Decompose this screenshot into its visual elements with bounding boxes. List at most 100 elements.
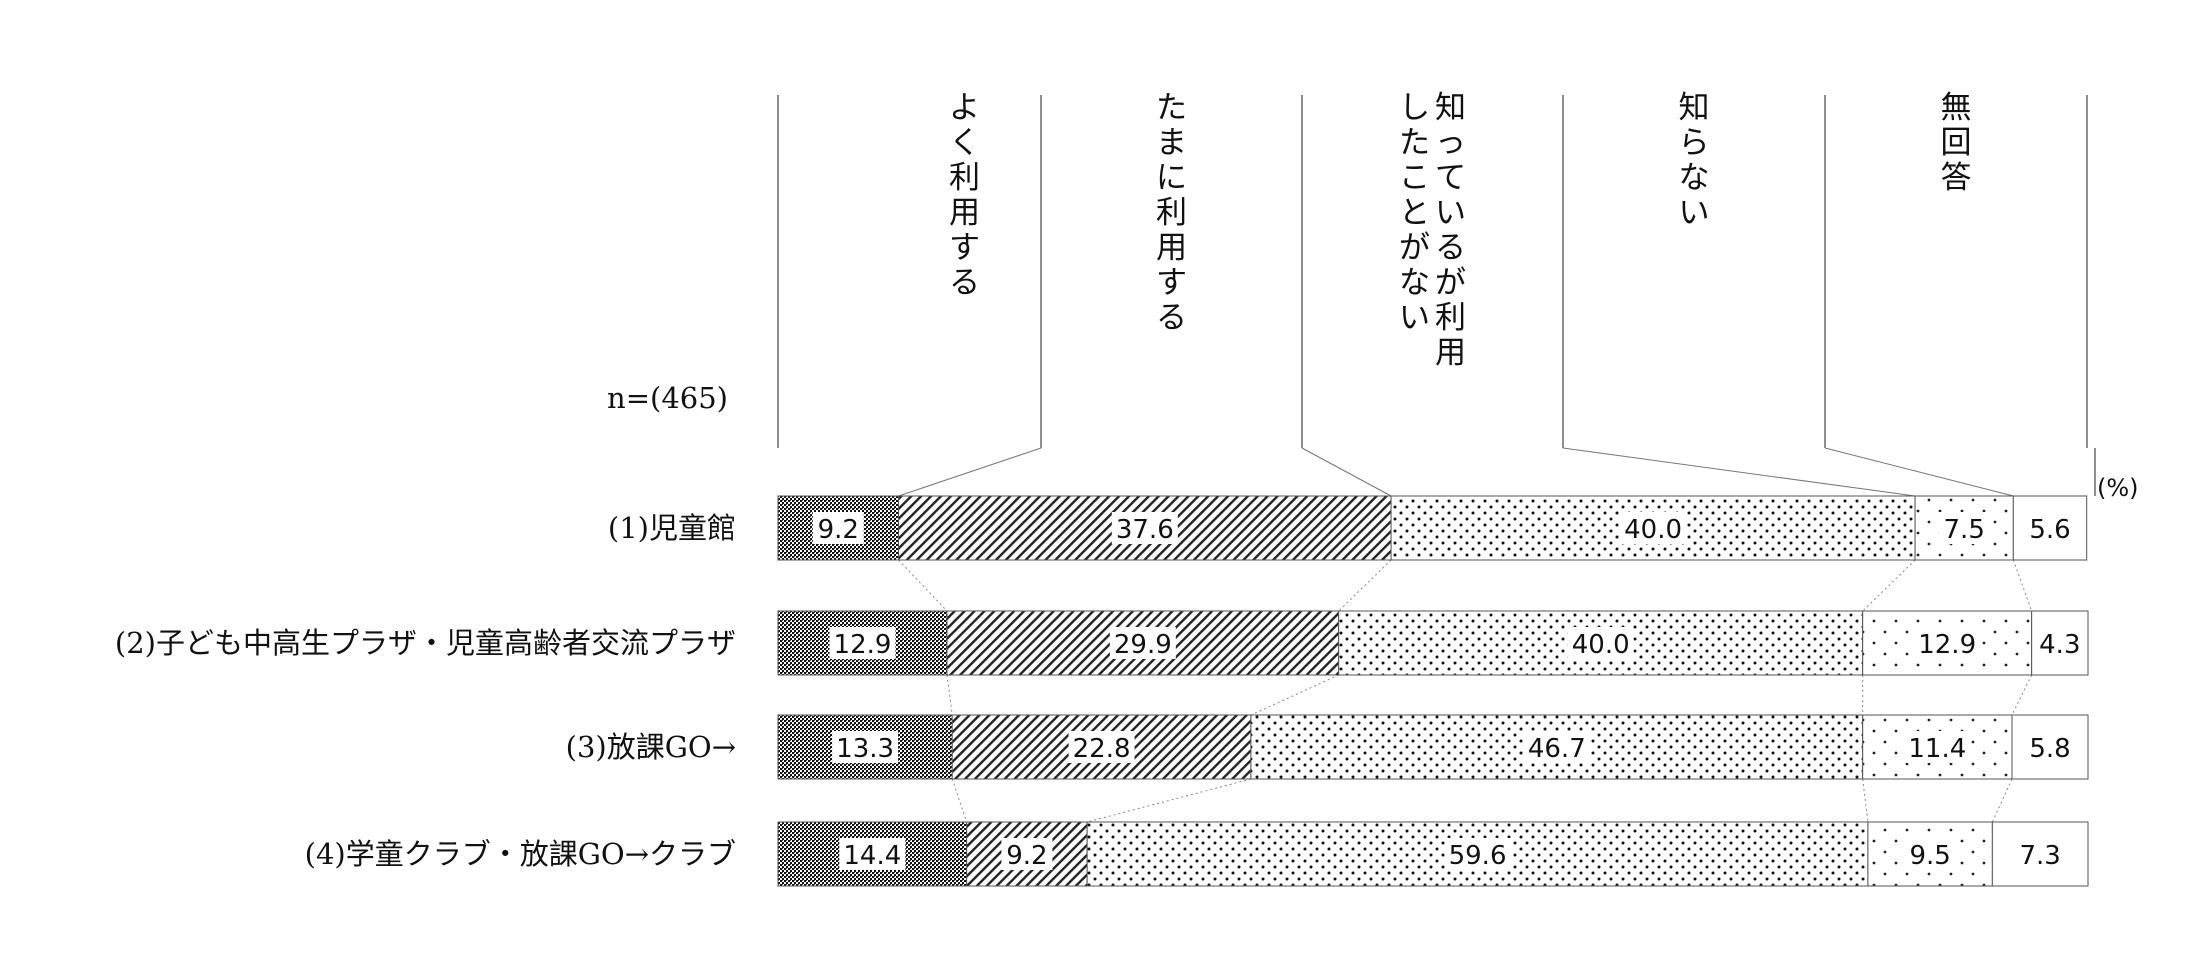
value-label-bg: [2014, 838, 2066, 870]
column-header-char: く: [949, 125, 980, 161]
value-label-bg: [1938, 512, 1990, 544]
category-label: (1)児童館: [608, 511, 736, 545]
column-header-char: と: [1399, 195, 1430, 231]
value-label: 40.0: [1624, 515, 1682, 545]
value-label-bg: [2024, 731, 2076, 763]
value-label: 46.7: [1528, 734, 1586, 764]
connector-lines: [898, 447, 2033, 823]
bar-row: 13.3 22.8 46.7 11.4 5.8: [777, 714, 2089, 780]
value-label: 7.3: [2020, 841, 2061, 871]
value-label: 9.2: [818, 515, 859, 545]
column-header-char: る: [949, 265, 980, 301]
connector-line: [1862, 778, 1869, 823]
value-label-bg: [1523, 731, 1590, 763]
value-label: 4.3: [2039, 630, 2080, 660]
column-header-char: 用: [1435, 335, 1466, 371]
column-header-char: す: [1156, 265, 1187, 301]
value-label: 9.2: [1006, 841, 1047, 871]
column-header-char: す: [949, 230, 980, 266]
value-label: 37.6: [1116, 515, 1174, 545]
connector-line: [1250, 674, 1339, 716]
column-header-char: 答: [1941, 160, 1972, 196]
value-label-bg: [1620, 512, 1687, 544]
sample-size-label: n=(465): [607, 381, 728, 415]
category-label: (4)学童クラブ・放課GO→クラブ: [305, 837, 736, 871]
connector-line: [1824, 447, 2014, 497]
category-label: (3)放課GO→: [566, 730, 736, 764]
column-header-char: 知: [1679, 90, 1710, 126]
bar-row: 14.4 9.2 59.6 9.5 7.3: [777, 821, 2089, 887]
column-header-char: 無: [1941, 90, 1972, 126]
value-label-bg: [1001, 838, 1053, 870]
value-label-bg: [832, 731, 899, 763]
column-header-char: い: [1399, 300, 1430, 336]
column-header-char: た: [1156, 90, 1187, 126]
connector-line: [2012, 559, 2033, 612]
column-header-char: な: [1399, 265, 1430, 301]
column-header-char: 利: [949, 160, 980, 196]
value-label-bg: [1109, 627, 1176, 659]
value-label: 40.0: [1572, 630, 1630, 660]
value-label-bg: [1444, 838, 1511, 870]
bars: 9.2 37.6 40.0 7.5 5.6 12.9 29.9 40.0 12.9 4.3 13.3…: [777, 495, 2089, 887]
column-header-char: っ: [1435, 125, 1466, 161]
value-label: 7.5: [1944, 515, 1985, 545]
column-header-char: い: [1679, 195, 1710, 231]
connector-line: [2011, 674, 2033, 716]
column-header-char: て: [1435, 160, 1466, 196]
column-header-char: 利: [1435, 300, 1466, 336]
value-label: 12.9: [834, 630, 892, 660]
value-label: 12.9: [1918, 630, 1976, 660]
column-header-char: る: [1156, 300, 1187, 336]
connector-line: [1087, 778, 1252, 823]
connector-line: [898, 447, 1042, 497]
connector-line: [1301, 447, 1392, 497]
connector-line: [1991, 778, 2013, 823]
value-label-bg: [1904, 731, 1971, 763]
column-header-char: い: [1435, 195, 1466, 231]
value-label: 11.4: [1908, 734, 1966, 764]
connector-line: [1562, 447, 1916, 497]
value-label-bg: [829, 627, 896, 659]
value-label: 59.6: [1449, 841, 1507, 871]
column-header-char: な: [1679, 160, 1710, 196]
connector-line: [946, 674, 953, 716]
value-label-bg: [1567, 627, 1634, 659]
value-label-bg: [839, 838, 906, 870]
column-header-char: が: [1435, 265, 1466, 301]
value-label: 22.8: [1073, 734, 1131, 764]
column-header-char: 利: [1156, 195, 1187, 231]
value-label-bg: [1068, 731, 1135, 763]
column-header-char: 知: [1435, 90, 1466, 126]
value-label: 9.5: [1909, 841, 1950, 871]
column-header-char: た: [1399, 125, 1430, 161]
column-header-char: る: [1435, 230, 1466, 266]
column-header-char: ま: [1156, 125, 1187, 161]
column-header-char: 回: [1941, 125, 1972, 161]
value-label: 5.6: [2029, 515, 2070, 545]
value-label: 13.3: [836, 734, 894, 764]
connector-line: [898, 559, 948, 612]
value-label-bg: [2024, 512, 2076, 544]
column-header-char: こ: [1399, 160, 1430, 196]
value-label-bg: [1111, 512, 1178, 544]
column-header-char: 用: [1156, 230, 1187, 266]
connector-line: [951, 778, 968, 823]
value-label: 14.4: [843, 841, 901, 871]
bar-segment: [966, 821, 1088, 887]
value-label-bg: [812, 512, 864, 544]
column-header-char: よ: [949, 90, 980, 126]
column-header-char: に: [1156, 160, 1187, 196]
connector-line: [1862, 559, 1916, 612]
bar-row: 12.9 29.9 40.0 12.9 4.3: [777, 610, 2089, 676]
value-label-bg: [1914, 627, 1981, 659]
value-label: 5.8: [2029, 734, 2070, 764]
column-header-char: が: [1399, 230, 1430, 266]
category-labels: n=(465) (%) (1)児童館 (2)子ども中高生プラザ・児童高齢者交流プラザ (…: [115, 381, 2139, 871]
category-label: (2)子ども中高生プラザ・児童高齢者交流プラザ: [115, 626, 736, 660]
unit-label: (%): [2097, 474, 2139, 502]
value-label-bg: [1904, 838, 1956, 870]
column-header-char: し: [1399, 90, 1430, 126]
bar-row: 9.2 37.6 40.0 7.5 5.6: [777, 495, 2088, 561]
